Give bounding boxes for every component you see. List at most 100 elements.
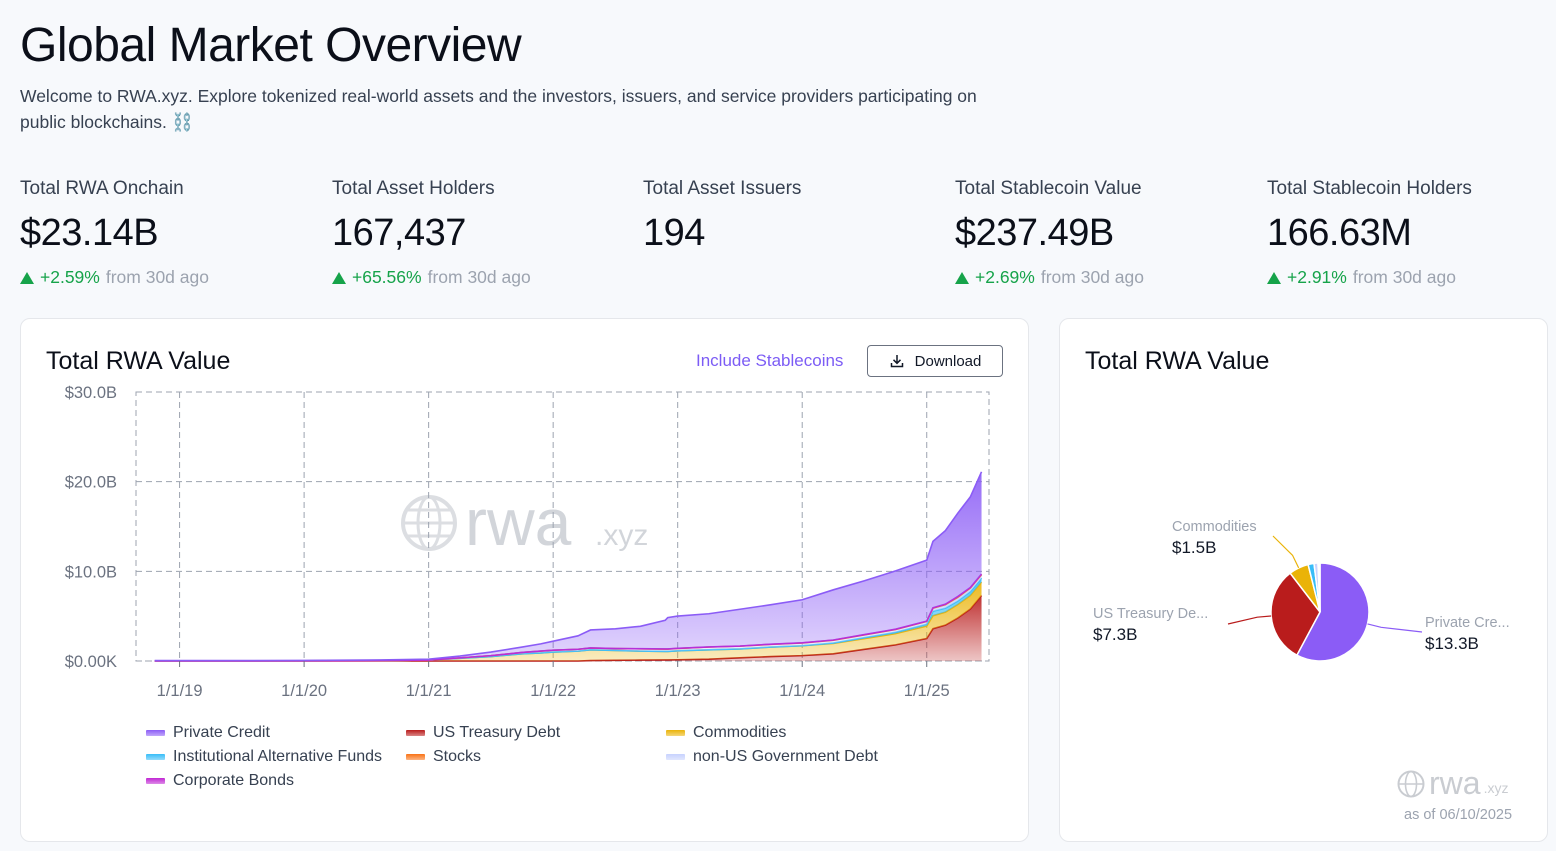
legend-swatch [146, 730, 165, 736]
stat-change: +2.91% from 30d ago [1267, 267, 1556, 288]
leader-line-us-treasury-debt [1227, 615, 1272, 625]
x-tick-label: 1/1/19 [157, 682, 203, 700]
line-private-credit [154, 471, 983, 662]
x-tick-label: 1/1/23 [655, 682, 701, 700]
x-tick-label: 1/1/25 [904, 682, 950, 700]
legend-swatch [666, 730, 685, 736]
stat-change: +2.69% from 30d ago [955, 267, 1255, 288]
chart-title: Total RWA Value [46, 347, 231, 375]
x-tick-label: 1/1/24 [779, 682, 825, 700]
page-title: Global Market Overview [20, 19, 522, 72]
y-tick-label: $10.0B [65, 563, 117, 581]
stat-value: $237.49B [955, 212, 1114, 254]
legend-item-corporate-bonds[interactable]: Corporate Bonds [146, 771, 406, 791]
stat-value: 166.63M [1267, 212, 1412, 254]
arrow-up-icon [20, 271, 34, 284]
rwa-pie-chart-card: Total RWA Value Commodities $1.5B US Tre… [1059, 318, 1548, 842]
globe-icon [401, 495, 457, 551]
arrow-up-icon [955, 271, 969, 284]
legend-label: non-US Government Debt [693, 748, 878, 765]
y-tick-label: $0.00K [65, 653, 117, 671]
stat-change-percent: +2.69% [975, 267, 1035, 287]
stat-label: Total Asset Issuers [643, 178, 802, 199]
legend-item-stocks[interactable]: Stocks [406, 747, 666, 767]
stat-total-stablecoin-value: Total Stablecoin Value $237.49B +2.69% f… [955, 178, 1255, 288]
stat-change: +65.56% from 30d ago [332, 267, 632, 288]
pie-value-us-treasury: $7.3B [1093, 625, 1138, 644]
legend-swatch [146, 778, 165, 784]
chart-legend: Private Credit US Treasury Debt Commoditie… [146, 723, 1006, 791]
legend-swatch [146, 754, 165, 760]
x-tick-label: 1/1/21 [406, 682, 452, 700]
legend-item-us-treasury-debt[interactable]: US Treasury Debt [406, 723, 666, 743]
stat-change-suffix: from 30d ago [1040, 267, 1144, 287]
pie-chart [1227, 535, 1423, 662]
stat-label: Total Asset Holders [332, 178, 495, 199]
legend-item-private-credit[interactable]: Private Credit [146, 723, 406, 743]
legend-label: Institutional Alternative Funds [173, 748, 383, 765]
chart-title: Total RWA Value [1085, 347, 1270, 375]
stat-change-percent: +2.59% [40, 267, 100, 287]
legend-label: Private Credit [173, 724, 270, 741]
brand-sub-text: .xyz [1483, 780, 1509, 796]
legend-swatch [666, 754, 685, 760]
stat-change-suffix: from 30d ago [105, 267, 209, 287]
y-tick-label: $20.0B [65, 474, 117, 492]
brand-logo: rwa .xyz [1396, 767, 1508, 799]
include-stablecoins-toggle[interactable]: Include Stablecoins [696, 351, 844, 370]
pie-label-private-credit: Private Cre... [1425, 615, 1510, 631]
watermark: rwa .xyz [401, 485, 648, 559]
stat-change-percent: +2.91% [1287, 267, 1347, 287]
download-icon [890, 355, 903, 368]
download-button-label: Download [914, 352, 982, 370]
legend-label: US Treasury Debt [433, 724, 561, 741]
x-tick-label: 1/1/20 [281, 682, 327, 700]
stat-total-asset-issuers: Total Asset Issuers 194 [643, 178, 943, 255]
pie-leader-lines [1227, 535, 1423, 633]
leader-line-private-credit [1367, 623, 1423, 633]
y-tick-label: $30.0B [65, 384, 117, 402]
pie-label-us-treasury: US Treasury De... [1093, 606, 1209, 622]
stat-change: +2.59% from 30d ago [20, 267, 320, 288]
download-button[interactable]: Download [867, 345, 1003, 377]
area-us-treasury-debt [154, 595, 982, 661]
legend-swatch [406, 730, 425, 736]
rwa-area-chart-card: rwa .xyz $0.00K $10.0B $20.0B $30.0B 1/1/19 1… [20, 318, 1029, 842]
area-private-credit [154, 471, 982, 661]
stat-total-stablecoin-holders: Total Stablecoin Holders 166.63M +2.91% … [1267, 178, 1556, 288]
pie-value-commodities: $1.5B [1172, 538, 1217, 557]
stat-change-suffix: from 30d ago [1352, 267, 1456, 287]
legend-label: Corporate Bonds [173, 772, 294, 789]
globe-icon [1397, 770, 1425, 798]
as-of-date: as of 06/10/2025 [1404, 807, 1513, 823]
stat-value: 194 [643, 212, 705, 254]
stat-total-asset-holders: Total Asset Holders 167,437 +65.56% from… [332, 178, 632, 288]
chart-axes: $0.00K $10.0B $20.0B $30.0B 1/1/19 1/1/20 1/1/… [65, 384, 950, 700]
legend-item-commodities[interactable]: Commodities [666, 723, 966, 743]
watermark-sub-text: .xyz [595, 519, 648, 552]
pie-value-private-credit: $13.3B [1425, 634, 1479, 653]
legend-label: Stocks [433, 748, 482, 765]
stat-change-suffix: from 30d ago [427, 267, 531, 287]
pie-slices-group [1270, 562, 1370, 662]
area-chart: rwa .xyz $0.00K $10.0B $20.0B $30.0B 1/1/19 1… [65, 384, 990, 700]
legend-item-non-us-government-debt[interactable]: non-US Government Debt [666, 747, 966, 767]
arrow-up-icon [1267, 271, 1281, 284]
legend-label: Commodities [693, 724, 787, 741]
legend-item-institutional-alternative-funds[interactable]: Institutional Alternative Funds [146, 747, 406, 767]
pie-slice-corporate-bonds[interactable] [1318, 562, 1321, 613]
stat-value: 167,437 [332, 212, 466, 254]
arrow-up-icon [332, 271, 346, 284]
leader-line-commodities [1272, 535, 1300, 569]
brand-main-text: rwa [1429, 765, 1481, 801]
legend-swatch [406, 754, 425, 760]
watermark-main-text: rwa [465, 485, 572, 559]
pie-label-commodities: Commodities [1172, 519, 1257, 535]
stat-total-rwa-onchain: Total RWA Onchain $23.14B +2.59% from 30… [20, 178, 320, 288]
pie-slice-private-credit[interactable] [1295, 562, 1370, 662]
stat-value: $23.14B [20, 212, 159, 254]
stat-change-percent: +65.56% [352, 267, 422, 287]
stat-label: Total RWA Onchain [20, 178, 184, 199]
page-intro: Welcome to RWA.xyz. Explore tokenized re… [20, 86, 977, 132]
pie-slice-us-treasury-debt[interactable] [1270, 572, 1321, 657]
